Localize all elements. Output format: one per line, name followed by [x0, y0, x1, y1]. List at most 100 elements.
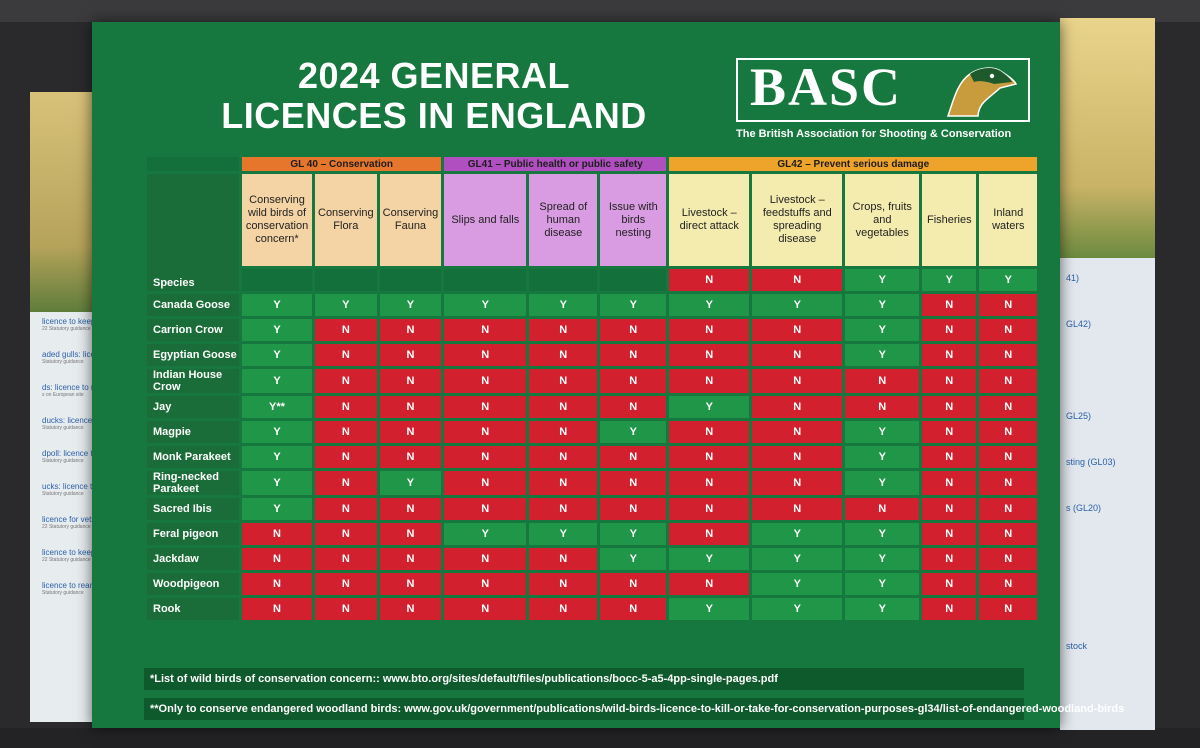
licence-cell: Y [752, 294, 843, 316]
licence-cell: N [315, 369, 377, 393]
column-header: Fisheries [922, 174, 977, 266]
licence-cell: Y [379, 471, 442, 495]
background-link[interactable]: stock [1066, 641, 1088, 651]
background-link[interactable]: 41) [1066, 273, 1080, 283]
background-link[interactable]: dpoll: licence to se [42, 449, 108, 458]
background-illustration-right [1060, 18, 1155, 258]
group-header-row: GL 40 – Conservation GL41 – Public health… [147, 157, 1038, 171]
licence-cell: Y [444, 294, 527, 316]
background-list-item[interactable]: licence to rear c Statutory guidance [30, 581, 130, 605]
licence-cell: N [315, 498, 377, 520]
background-list-item[interactable]: ucks: licence to kill Statutory guidance [30, 482, 130, 506]
licence-cell: N [600, 598, 667, 620]
background-link[interactable]: licence for vets [42, 515, 96, 524]
licence-cell: N [979, 446, 1038, 468]
licence-cell: N [242, 598, 312, 620]
background-meta: Statutory guidance [42, 491, 84, 497]
title-line-2: LICENCES IN ENGLAND [221, 95, 647, 136]
licence-cell: N [379, 421, 442, 443]
licence-cell: Y [752, 523, 843, 545]
species-name: Egyptian Goose [147, 344, 239, 366]
licence-cell: N [979, 498, 1038, 520]
footnote-conservation-concern: *List of wild birds of conservation conc… [144, 668, 1024, 690]
background-webpage-right: 41) GL42) GL25) sting (GL03) s (GL20) stock [1060, 18, 1155, 730]
background-link[interactable]: ducks: licence to t [42, 416, 106, 425]
projected-slide: 2024 GENERAL LICENCES IN ENGLAND BASC Th… [92, 22, 1124, 728]
licence-cell: Y [242, 471, 312, 495]
licence-cell: N [444, 319, 527, 341]
licence-cell: Y [600, 294, 667, 316]
background-link[interactable] [1060, 595, 1155, 641]
licence-cell: N [669, 523, 750, 545]
licence-cell: N [600, 573, 667, 595]
licence-cell: Y [242, 498, 312, 520]
licence-cell: Y [845, 421, 920, 443]
licence-cell: N [922, 598, 977, 620]
licence-cell: Y [529, 294, 598, 316]
background-list-item[interactable]: licence to keep them 22 Statutory guidanc… [30, 317, 130, 341]
table-row: Jackdaw N N N N N Y Y Y Y N N [147, 548, 1038, 570]
licence-cell: Y [242, 446, 312, 468]
logo-wordmark: BASC [750, 57, 903, 117]
species-name: Woodpigeon [147, 573, 239, 595]
basc-logo: BASC The British Association for Shootin… [732, 52, 1032, 152]
licence-cell: Y [242, 369, 312, 393]
background-list-item[interactable]: licence to keep 22 Statutory guidance [30, 548, 130, 572]
background-list-item[interactable]: dpoll: licence to se Statutory guidance [30, 449, 130, 473]
licence-cell: N [379, 598, 442, 620]
licence-cell: N [529, 446, 598, 468]
licence-cell: Y [845, 471, 920, 495]
background-list-item[interactable]: aded gulls: licence Statutory guidance [30, 350, 130, 374]
background-list-item[interactable]: licence for vets 22 Statutory guidance [30, 515, 130, 539]
group-header-blank [147, 157, 239, 171]
licence-cell: Y [379, 294, 442, 316]
licence-cell: N [845, 396, 920, 418]
background-link[interactable] [1060, 549, 1155, 595]
licence-cell: N [922, 523, 977, 545]
background-link[interactable]: sting (GL03) [1066, 457, 1116, 467]
licence-cell: N [922, 498, 977, 520]
background-link[interactable]: s (GL20) [1066, 503, 1102, 513]
licence-cell: N [379, 498, 442, 520]
licence-cell: N [242, 523, 312, 545]
table-row: Indian House Crow Y N N N N N N N N N N [147, 369, 1038, 393]
summary-cell: N [752, 269, 843, 291]
licence-cell: N [752, 421, 843, 443]
background-list-item[interactable]: ducks: licence to t Statutory guidance [30, 416, 130, 440]
background-list-item[interactable]: ds: licence to relea s on European site [30, 383, 130, 407]
table-row: Egyptian Goose Y N N N N N N N Y N N [147, 344, 1038, 366]
licence-cell: Y [315, 294, 377, 316]
licence-cell: N [444, 369, 527, 393]
background-link[interactable]: licence to keep [42, 548, 96, 557]
background-meta: 22 Statutory guidance [42, 557, 91, 563]
background-link[interactable]: GL42) [1066, 319, 1092, 329]
summary-cell: N [669, 269, 750, 291]
background-link[interactable]: ds: licence to relea [42, 383, 109, 392]
background-link[interactable]: ucks: licence to kill [42, 482, 109, 491]
licence-cell: Y [845, 573, 920, 595]
background-link[interactable]: licence to keep them [42, 317, 116, 326]
licence-cell: N [669, 369, 750, 393]
table-row: Jay Y** N N N N N Y N N N N [147, 396, 1038, 418]
column-header: Spread of human disease [529, 174, 598, 266]
licence-cell: N [752, 369, 843, 393]
licence-cell: N [444, 573, 527, 595]
licence-cell: N [979, 548, 1038, 570]
licence-cell: N [529, 498, 598, 520]
licence-cell: N [845, 498, 920, 520]
licence-cell: N [669, 421, 750, 443]
licence-cell: N [444, 548, 527, 570]
licence-cell: N [315, 523, 377, 545]
licence-cell: N [379, 319, 442, 341]
background-link[interactable]: GL25) [1066, 411, 1092, 421]
licence-cell: N [922, 471, 977, 495]
background-link[interactable]: licence to rear c [42, 581, 99, 590]
background-link[interactable]: aded gulls: licence [42, 350, 108, 359]
background-link[interactable] [1060, 365, 1155, 411]
licence-cell: N [922, 573, 977, 595]
table-row: Woodpigeon N N N N N N N Y Y N N [147, 573, 1038, 595]
table-row: Carrion Crow Y N N N N N N N Y N N [147, 319, 1038, 341]
species-name: Magpie [147, 421, 239, 443]
licence-cell: Y [845, 294, 920, 316]
